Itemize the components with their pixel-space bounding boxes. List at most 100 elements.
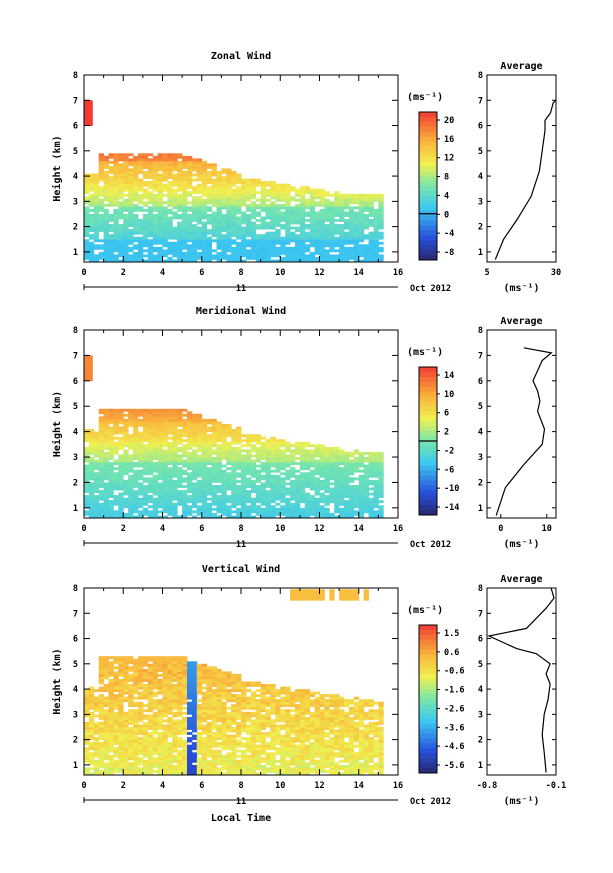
colorbar bbox=[418, 366, 440, 516]
x-tick-label: 4 bbox=[160, 524, 165, 534]
colorbar-label: -3.6 bbox=[444, 723, 464, 733]
y-tick-label: 1 bbox=[73, 248, 78, 258]
avg-x-tick-label: 10 bbox=[542, 524, 552, 534]
y-tick-label: 2 bbox=[73, 736, 78, 746]
y-tick-label: 6 bbox=[73, 635, 78, 645]
avg-y-tick-label: 2 bbox=[478, 736, 483, 746]
y-axis-label: Height (km) bbox=[51, 135, 63, 201]
date-label: Oct 2012 bbox=[410, 797, 451, 807]
x-tick-label: 2 bbox=[121, 524, 126, 534]
y-tick-label: 3 bbox=[73, 197, 78, 207]
colorbar-label: 2 bbox=[444, 428, 449, 438]
date-label: Oct 2012 bbox=[410, 540, 451, 550]
colorbar-label: -14 bbox=[444, 503, 459, 513]
colorbar-label: 10 bbox=[444, 390, 454, 400]
date-label: Oct 2012 bbox=[410, 284, 451, 294]
avg-frame bbox=[486, 74, 557, 263]
x-tick-label: 6 bbox=[199, 524, 204, 534]
avg-y-tick-label: 6 bbox=[478, 377, 483, 387]
avg-y-tick-label: 5 bbox=[478, 660, 483, 670]
x-tick-label: 2 bbox=[121, 268, 126, 278]
x-tick-label: 6 bbox=[199, 268, 204, 278]
x-tick-label: 10 bbox=[275, 524, 285, 534]
avg-y-tick-label: 1 bbox=[478, 248, 483, 258]
y-tick-label: 7 bbox=[73, 351, 78, 361]
colorbar-unit: (ms⁻¹) bbox=[407, 347, 443, 358]
colorbar bbox=[418, 111, 440, 261]
avg-y-tick-label: 7 bbox=[478, 351, 483, 361]
x-tick-label: 0 bbox=[81, 524, 86, 534]
colorbar-label: -4.6 bbox=[444, 742, 464, 752]
y-tick-label: 1 bbox=[73, 504, 78, 514]
avg-profile-line bbox=[487, 587, 555, 773]
x-tick-label: 8 bbox=[238, 524, 243, 534]
avg-title: Average bbox=[500, 61, 542, 72]
avg-y-tick-label: 3 bbox=[478, 453, 483, 463]
y-axis-label: Height (km) bbox=[51, 648, 63, 714]
panel-title: Vertical Wind bbox=[202, 563, 280, 575]
y-tick-label: 7 bbox=[73, 609, 78, 619]
avg-x-tick-label: -0.1 bbox=[546, 781, 566, 791]
y-tick-label: 8 bbox=[73, 584, 78, 594]
avg-frame bbox=[486, 329, 557, 519]
x-tick-label: 6 bbox=[199, 781, 204, 791]
x-tick-label: 2 bbox=[121, 781, 126, 791]
colorbar-label: -2.6 bbox=[444, 704, 464, 714]
y-tick-label: 5 bbox=[73, 147, 78, 157]
colorbar-label: -2 bbox=[444, 446, 454, 456]
avg-y-tick-label: 1 bbox=[478, 761, 483, 771]
avg-y-tick-label: 4 bbox=[478, 685, 483, 695]
date-tick-label: 11 bbox=[236, 284, 246, 294]
avg-unit: (ms⁻¹) bbox=[503, 796, 539, 807]
panel-title: Meridional Wind bbox=[196, 305, 286, 317]
x-tick-label: 10 bbox=[275, 781, 285, 791]
avg-y-tick-label: 7 bbox=[478, 609, 483, 619]
colorbar-label: 0 bbox=[444, 210, 449, 220]
y-tick-label: 2 bbox=[73, 223, 78, 233]
y-tick-label: 4 bbox=[73, 172, 78, 182]
heatmap-field bbox=[84, 100, 384, 263]
colorbar-unit: (ms⁻¹) bbox=[407, 92, 443, 103]
colorbar-label: -4 bbox=[444, 229, 454, 239]
y-tick-label: 6 bbox=[73, 122, 78, 132]
colorbar-label: 6 bbox=[444, 409, 449, 419]
colorbar-label: 14 bbox=[444, 371, 454, 381]
avg-y-tick-label: 2 bbox=[478, 478, 483, 488]
y-tick-label: 3 bbox=[73, 453, 78, 463]
y-tick-label: 5 bbox=[73, 402, 78, 412]
avg-y-tick-label: 5 bbox=[478, 147, 483, 157]
avg-y-tick-label: 6 bbox=[478, 122, 483, 132]
colorbar-label: -0.6 bbox=[444, 667, 464, 677]
avg-unit: (ms⁻¹) bbox=[503, 283, 539, 294]
colorbar bbox=[418, 624, 440, 774]
avg-y-tick-label: 6 bbox=[478, 635, 483, 645]
date-tick-label: 11 bbox=[236, 797, 246, 807]
date-tick-label: 11 bbox=[236, 540, 246, 550]
y-tick-label: 7 bbox=[73, 96, 78, 106]
y-tick-label: 4 bbox=[73, 685, 78, 695]
y-tick-label: 3 bbox=[73, 710, 78, 720]
avg-x-tick-label: 0 bbox=[498, 524, 503, 534]
avg-profile-line bbox=[494, 99, 557, 260]
x-axis-label: Local Time bbox=[211, 812, 271, 824]
y-tick-label: 2 bbox=[73, 478, 78, 488]
avg-y-tick-label: 3 bbox=[478, 197, 483, 207]
x-tick-label: 10 bbox=[275, 268, 285, 278]
avg-profile-line bbox=[495, 347, 553, 516]
avg-y-tick-label: 8 bbox=[478, 584, 483, 594]
colorbar-unit: (ms⁻¹) bbox=[407, 605, 443, 616]
x-tick-label: 12 bbox=[314, 781, 324, 791]
y-tick-label: 4 bbox=[73, 428, 78, 438]
avg-y-tick-label: 8 bbox=[478, 326, 483, 336]
avg-x-tick-label: 5 bbox=[484, 268, 489, 278]
x-tick-label: 14 bbox=[354, 268, 364, 278]
colorbar-label: 8 bbox=[444, 173, 449, 183]
y-tick-label: 1 bbox=[73, 761, 78, 771]
panel-title: Zonal Wind bbox=[211, 50, 271, 62]
colorbar-label: 1.5 bbox=[444, 629, 459, 639]
colorbar-label: -1.6 bbox=[444, 686, 464, 696]
y-tick-label: 6 bbox=[73, 377, 78, 387]
avg-y-tick-label: 4 bbox=[478, 172, 483, 182]
